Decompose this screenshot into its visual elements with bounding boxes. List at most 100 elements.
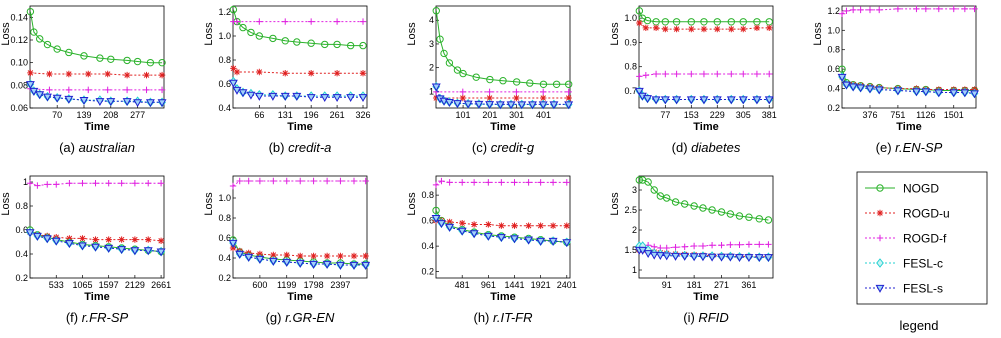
legend-entry-nogd: NOGD xyxy=(865,182,939,196)
data-point xyxy=(756,241,763,248)
data-point xyxy=(322,260,332,269)
data-point xyxy=(283,177,290,185)
data-point xyxy=(66,180,73,187)
data-point xyxy=(32,232,42,241)
data-point xyxy=(707,253,717,262)
data-point xyxy=(269,34,277,43)
data-point xyxy=(483,232,493,241)
data-point xyxy=(894,5,902,13)
data-point xyxy=(157,237,165,244)
data-point xyxy=(105,236,112,243)
data-point xyxy=(104,70,111,78)
data-point xyxy=(848,83,858,92)
data-point xyxy=(332,94,342,103)
data-point xyxy=(233,68,241,76)
legend-label: FESL-s xyxy=(903,282,943,296)
panel-caption: (c) credit-g xyxy=(472,140,535,155)
data-point xyxy=(230,65,237,72)
data-point xyxy=(320,94,330,103)
data-point xyxy=(718,242,725,249)
data-point xyxy=(921,88,931,97)
series-fesl-s xyxy=(25,229,166,257)
x-tick-label: 1798 xyxy=(304,280,324,290)
data-point xyxy=(512,78,521,86)
x-axis-label: Time xyxy=(693,291,718,303)
x-tick-label: 1126 xyxy=(916,110,935,120)
y-tick-label: 0.4 xyxy=(218,103,231,113)
data-point xyxy=(280,92,290,101)
data-point xyxy=(53,181,60,188)
x-axis-label: Time xyxy=(490,291,515,303)
x-tick-label: 326 xyxy=(355,110,370,120)
data-point xyxy=(564,101,574,110)
legend-entry-fesl-c: FESL-c xyxy=(865,257,943,271)
data-point xyxy=(310,252,317,260)
data-point xyxy=(35,91,45,100)
x-tick-label: 277 xyxy=(130,110,145,120)
data-point xyxy=(549,222,557,229)
y-axis-label: Loss xyxy=(203,22,215,46)
x-tick-label: 961 xyxy=(481,280,496,290)
series-line xyxy=(29,11,163,64)
data-point xyxy=(689,253,699,262)
x-axis-label: Time xyxy=(287,121,312,133)
x-tick-label: 271 xyxy=(714,280,729,290)
data-point xyxy=(911,88,921,97)
data-point xyxy=(282,70,289,77)
y-tick-label: 2 xyxy=(632,225,637,235)
y-tick-label: 0.9 xyxy=(624,37,637,47)
panel-caption-prefix: (d) xyxy=(672,140,692,155)
data-point xyxy=(95,98,105,107)
data-point xyxy=(118,180,125,187)
series-fesl-s xyxy=(837,73,979,99)
series-rogd-f xyxy=(229,177,369,190)
x-tick-label: 401 xyxy=(536,110,551,120)
data-point xyxy=(131,180,139,187)
y-tick-label: 0.6 xyxy=(827,64,840,74)
plot-frame xyxy=(638,5,774,109)
data-point xyxy=(228,239,238,248)
y-axis-label: Loss xyxy=(609,22,621,46)
data-point xyxy=(562,239,572,248)
data-point xyxy=(123,71,131,79)
data-point xyxy=(662,25,669,33)
series-rogd-f xyxy=(432,177,570,189)
data-point xyxy=(440,49,448,58)
data-point xyxy=(106,98,116,107)
data-point xyxy=(680,200,689,208)
y-tick-label: 0.10 xyxy=(10,58,28,68)
data-point xyxy=(228,79,238,88)
data-point xyxy=(350,177,358,185)
series-line xyxy=(435,10,569,85)
legend-entry-rogd-u: ROGD-u xyxy=(865,207,950,221)
data-point xyxy=(511,179,518,186)
panel-caption: (i) RFID xyxy=(683,310,729,325)
data-point xyxy=(158,86,166,94)
data-point xyxy=(359,41,367,50)
x-tick-label: 481 xyxy=(455,280,470,290)
data-point xyxy=(122,98,132,107)
y-tick-label: 0.2 xyxy=(15,273,28,283)
data-point xyxy=(254,92,264,101)
plot-frame xyxy=(638,175,774,279)
data-point xyxy=(238,89,248,98)
data-point xyxy=(432,181,440,189)
data-point xyxy=(145,99,155,108)
data-point xyxy=(105,180,112,187)
data-point xyxy=(960,89,970,98)
data-point xyxy=(245,177,252,185)
data-point xyxy=(469,230,479,239)
series-rogd-f xyxy=(230,18,367,25)
data-point xyxy=(513,94,520,102)
series-line xyxy=(232,9,363,47)
data-point xyxy=(636,19,643,27)
y-tick-label: 1.2 xyxy=(827,6,840,16)
data-point xyxy=(565,88,572,96)
data-point xyxy=(495,101,505,110)
data-point xyxy=(80,52,88,60)
data-point xyxy=(36,35,44,43)
data-point xyxy=(65,86,73,94)
data-point xyxy=(256,177,264,185)
data-point xyxy=(446,179,453,186)
panel-caption: (h) r.IT-FR xyxy=(474,310,533,325)
